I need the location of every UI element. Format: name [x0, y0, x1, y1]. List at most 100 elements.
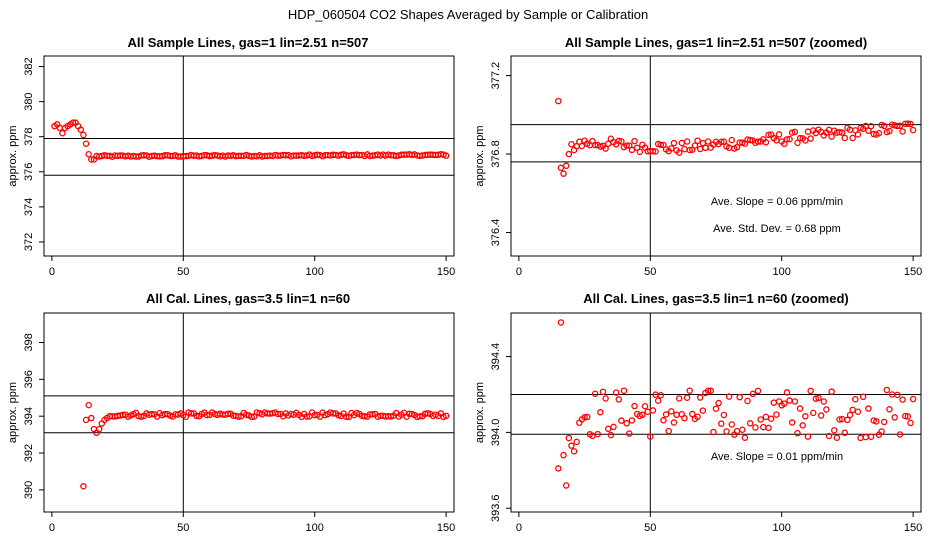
data-point — [597, 409, 604, 416]
data-point — [675, 395, 683, 402]
data-point — [562, 482, 570, 489]
data-point — [894, 122, 901, 130]
y-tick-label: 390 — [23, 481, 35, 499]
x-tick-label: 150 — [437, 522, 455, 534]
y-tick-label: 372 — [23, 233, 35, 251]
plot-frame — [510, 312, 922, 513]
data-point — [649, 407, 657, 414]
data-point — [59, 129, 66, 137]
data-point — [804, 128, 812, 135]
y-tick-label: 376.8 — [490, 140, 502, 168]
data-point — [873, 418, 880, 425]
data-point — [583, 413, 591, 421]
y-tick-label: 394.4 — [490, 343, 502, 371]
data-point — [799, 422, 806, 429]
data-point — [773, 411, 780, 418]
data-point — [712, 405, 720, 412]
data-point — [809, 409, 817, 417]
data-point — [673, 411, 680, 419]
data-point — [88, 156, 95, 163]
data-point — [623, 420, 630, 427]
x-tick-label: 0 — [49, 522, 55, 534]
data-point — [704, 387, 712, 394]
data-point — [639, 411, 646, 419]
y-axis-label: approx. ppm — [474, 125, 486, 186]
data-point — [686, 387, 693, 394]
data-point — [786, 397, 793, 404]
data-point — [681, 414, 688, 422]
data-point — [752, 424, 759, 431]
data-point — [662, 411, 670, 418]
data-point — [568, 140, 575, 148]
data-point — [657, 392, 665, 399]
page-title: HDP_060504 CO2 Shapes Averaged by Sample… — [288, 7, 648, 22]
y-tick-label: 394.0 — [490, 419, 502, 447]
data-point — [604, 425, 612, 433]
data-point — [865, 405, 872, 412]
data-point — [880, 418, 888, 426]
data-point — [894, 391, 901, 399]
data-point — [852, 395, 859, 403]
data-point — [274, 410, 282, 418]
panel-title: All Sample Lines, gas=1 lin=2.51 n=507 (… — [565, 35, 867, 50]
data-point — [715, 399, 722, 407]
y-tick-label: 376 — [23, 163, 35, 181]
x-tick-label: 100 — [773, 522, 791, 534]
y-tick-label: 377.2 — [490, 62, 502, 90]
data-point — [886, 127, 893, 135]
data-point — [704, 138, 712, 145]
data-point — [618, 138, 625, 145]
data-point — [570, 448, 578, 455]
x-tick-label: 50 — [644, 266, 656, 278]
data-point — [203, 411, 211, 419]
data-point — [652, 148, 659, 155]
data-point — [686, 146, 693, 154]
data-point — [828, 133, 835, 140]
data-point — [560, 451, 567, 459]
data-point — [85, 401, 92, 409]
data-point — [668, 408, 675, 415]
data-point — [765, 424, 772, 432]
data-point — [728, 136, 736, 144]
data-point — [654, 397, 662, 404]
data-point — [899, 128, 906, 135]
y-tick-label: 392 — [23, 444, 35, 462]
x-tick-label: 0 — [516, 266, 522, 278]
data-point — [641, 402, 649, 410]
data-point — [728, 421, 736, 428]
data-point — [683, 138, 691, 145]
data-point — [565, 434, 573, 442]
data-point — [754, 387, 762, 395]
data-point — [602, 395, 609, 402]
data-point — [854, 408, 862, 415]
data-point — [802, 137, 809, 144]
data-point — [707, 387, 714, 394]
data-point — [791, 128, 799, 136]
data-point — [342, 413, 350, 420]
data-point — [781, 400, 788, 407]
data-point — [828, 388, 835, 395]
data-point — [807, 135, 814, 142]
data-point — [248, 413, 255, 421]
data-point — [802, 413, 809, 420]
x-tick-label: 100 — [773, 266, 791, 278]
data-point — [607, 431, 615, 439]
data-point — [875, 130, 883, 137]
data-point — [699, 407, 707, 414]
data-point — [193, 412, 200, 420]
data-point — [694, 137, 701, 144]
x-tick-label: 100 — [306, 266, 324, 278]
data-point — [562, 162, 570, 170]
data-point — [628, 417, 636, 424]
data-point — [720, 138, 728, 145]
data-point — [757, 416, 764, 423]
data-point — [681, 145, 688, 153]
data-point — [749, 390, 757, 398]
data-point — [665, 427, 672, 435]
data-point — [904, 413, 912, 420]
data-point — [657, 141, 665, 149]
data-point — [859, 393, 867, 401]
panel-sample-lines-zoomed: All Sample Lines, gas=1 lin=2.51 n=507 (… — [474, 35, 922, 278]
data-point — [610, 423, 617, 431]
data-point — [303, 413, 311, 420]
